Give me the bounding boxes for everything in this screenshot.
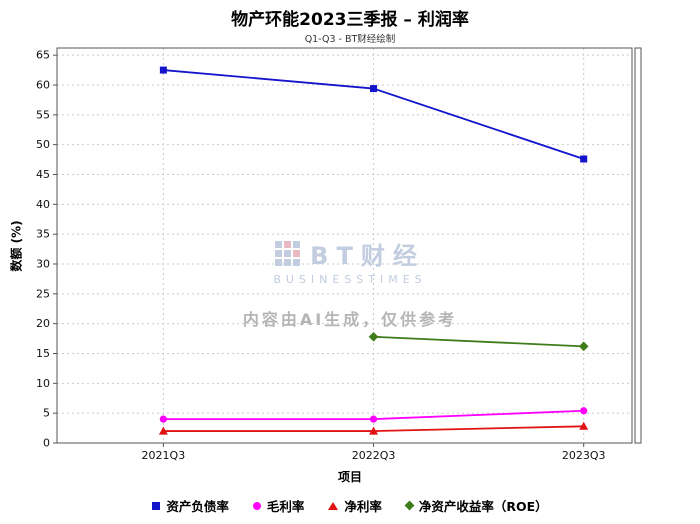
legend-label: 净利率 [344, 499, 382, 514]
chart-title: 物产环能2023三季报 – 利润率 [231, 10, 469, 30]
circle-marker-icon [252, 501, 261, 510]
legend-label: 毛利率 [266, 499, 305, 514]
svg-text:20: 20 [36, 317, 50, 330]
svg-text:60: 60 [36, 78, 50, 91]
svg-text:15: 15 [36, 347, 50, 360]
svg-text:5: 5 [43, 407, 50, 420]
svg-text:0: 0 [43, 437, 50, 450]
legend-item: 毛利率 [252, 496, 305, 515]
svg-text:2021Q3: 2021Q3 [142, 449, 186, 462]
x-axis-label: 项目 [337, 470, 362, 484]
legend-item: 净资产收益率（ROE） [404, 496, 548, 515]
svg-text:45: 45 [36, 168, 50, 181]
chart-legend: 资产负债率 毛利率 净利率 净资产收益率（ROE） [0, 496, 700, 515]
chart-subtitle: Q1-Q3 - BT财经绘制 [304, 34, 396, 45]
y-axis-label: 数额 (%) [9, 220, 24, 272]
legend-label: 净资产收益率（ROE） [418, 499, 548, 514]
svg-text:50: 50 [36, 138, 50, 151]
svg-text:65: 65 [36, 49, 50, 62]
svg-text:25: 25 [36, 287, 50, 300]
legend-item: 净利率 [328, 496, 382, 515]
svg-text:2022Q3: 2022Q3 [352, 449, 396, 462]
svg-text:30: 30 [36, 257, 50, 270]
svg-text:35: 35 [36, 228, 50, 241]
diamond-marker-icon [404, 500, 415, 511]
svg-text:40: 40 [36, 198, 50, 211]
svg-text:10: 10 [36, 377, 50, 390]
svg-text:2023Q3: 2023Q3 [562, 449, 606, 462]
legend-label: 资产负债率 [166, 499, 229, 514]
triangle-marker-icon [328, 501, 339, 510]
square-marker-icon [152, 501, 161, 510]
legend-item: 资产负债率 [152, 496, 229, 515]
svg-text:55: 55 [36, 108, 50, 121]
